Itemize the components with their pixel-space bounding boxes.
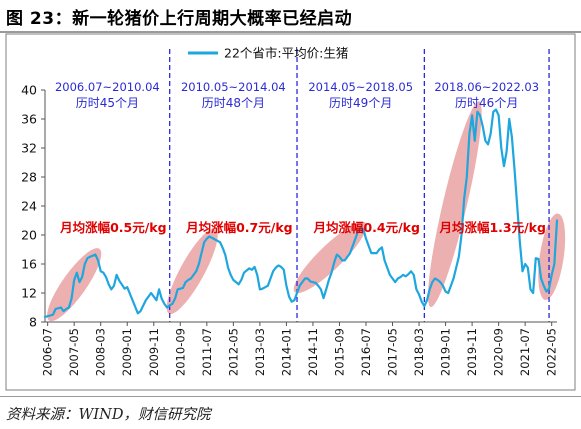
- cycle-rise-label: 月均涨幅0.7元/kg: [185, 220, 292, 235]
- series-layer: [43, 108, 559, 319]
- x-tick-label: 2021-07: [518, 328, 532, 376]
- x-tick-label: 2009-01: [120, 328, 134, 376]
- y-tick-label: 32: [21, 141, 37, 156]
- x-tick-label: 2018-03: [412, 328, 426, 376]
- line-chart: 8 12 16 20 24 28 32 36 40 2006-07 2007-05 2008-03 20…: [5, 33, 576, 391]
- cycle-rise-label: 月均涨幅0.4元/kg: [312, 220, 419, 235]
- x-tick-label: 2020-09: [492, 328, 506, 376]
- highlight-ellipse: [166, 228, 218, 315]
- legend: 22个省市:平均价:生猪: [188, 46, 348, 61]
- x-tick-label: 2017-05: [386, 328, 400, 376]
- x-tick-label: 2022-05: [545, 328, 559, 376]
- x-tick-label: 2019-01: [439, 328, 453, 376]
- legend-label: 22个省市:平均价:生猪: [224, 46, 348, 61]
- y-tick-label: 20: [21, 228, 37, 243]
- highlight-ellipse: [293, 221, 367, 294]
- cycle-duration-label: 历时46个月: [455, 96, 518, 110]
- y-tick-label: 24: [21, 199, 37, 214]
- y-tick-label: 28: [21, 170, 37, 185]
- title-rule: [0, 31, 581, 33]
- x-tick-label: 2014-11: [306, 328, 320, 376]
- cycle-rise-label: 月均涨幅1.3元/kg: [438, 220, 545, 235]
- x-tick-label: 2010-09: [173, 328, 187, 376]
- cycle-period-label: 2014.05~2018.05: [308, 80, 413, 94]
- x-tick-label: 2013-03: [253, 328, 267, 376]
- figure-title: 图 23：新一轮猪价上行周期大概率已经启动: [6, 9, 353, 29]
- y-tick-label: 40: [21, 83, 37, 98]
- x-tick-label: 2016-07: [359, 328, 373, 376]
- x-tick-label: 2012-05: [226, 328, 240, 376]
- x-tick-label: 2009-11: [147, 328, 161, 376]
- y-tick-label: 12: [21, 286, 37, 301]
- highlight-ellipse: [538, 213, 566, 300]
- cycle-period-label: 2010.05~2014.04: [181, 80, 286, 94]
- axes-layer: 8 12 16 20 24 28 32 36 40 2006-07 2007-05 2008-03 20…: [21, 83, 559, 377]
- cycle-duration-label: 历时49个月: [329, 96, 392, 110]
- x-tick-label: 2014-01: [279, 328, 293, 376]
- cycle-period-label: 2018.06~2022.03: [434, 80, 539, 94]
- x-tick-label: 2015-09: [332, 328, 346, 376]
- cycle-duration-label: 历时48个月: [202, 96, 265, 110]
- x-tick-label: 2019-11: [465, 328, 479, 376]
- highlight-ellipse: [428, 101, 482, 308]
- source-note: 资料来源：WIND，财信研究院: [6, 407, 211, 423]
- cycle-duration-label: 历时45个月: [76, 96, 139, 110]
- x-tick-label: 2008-03: [94, 328, 108, 376]
- divider-layer: [169, 49, 550, 322]
- source-rule: [0, 396, 581, 397]
- x-tick-label: 2007-05: [67, 328, 81, 376]
- y-tick-label: 16: [21, 257, 37, 272]
- y-tick-label: 8: [29, 315, 37, 330]
- plot-frame: [5, 33, 576, 391]
- cycle-rise-label: 月均涨幅0.5元/kg: [59, 220, 166, 235]
- cycle-period-label: 2006.07~2010.04: [55, 80, 160, 94]
- series-line: [43, 108, 559, 319]
- x-tick-label: 2011-07: [200, 328, 214, 376]
- y-tick-label: 36: [21, 112, 37, 127]
- x-tick-label: 2006-07: [41, 328, 55, 376]
